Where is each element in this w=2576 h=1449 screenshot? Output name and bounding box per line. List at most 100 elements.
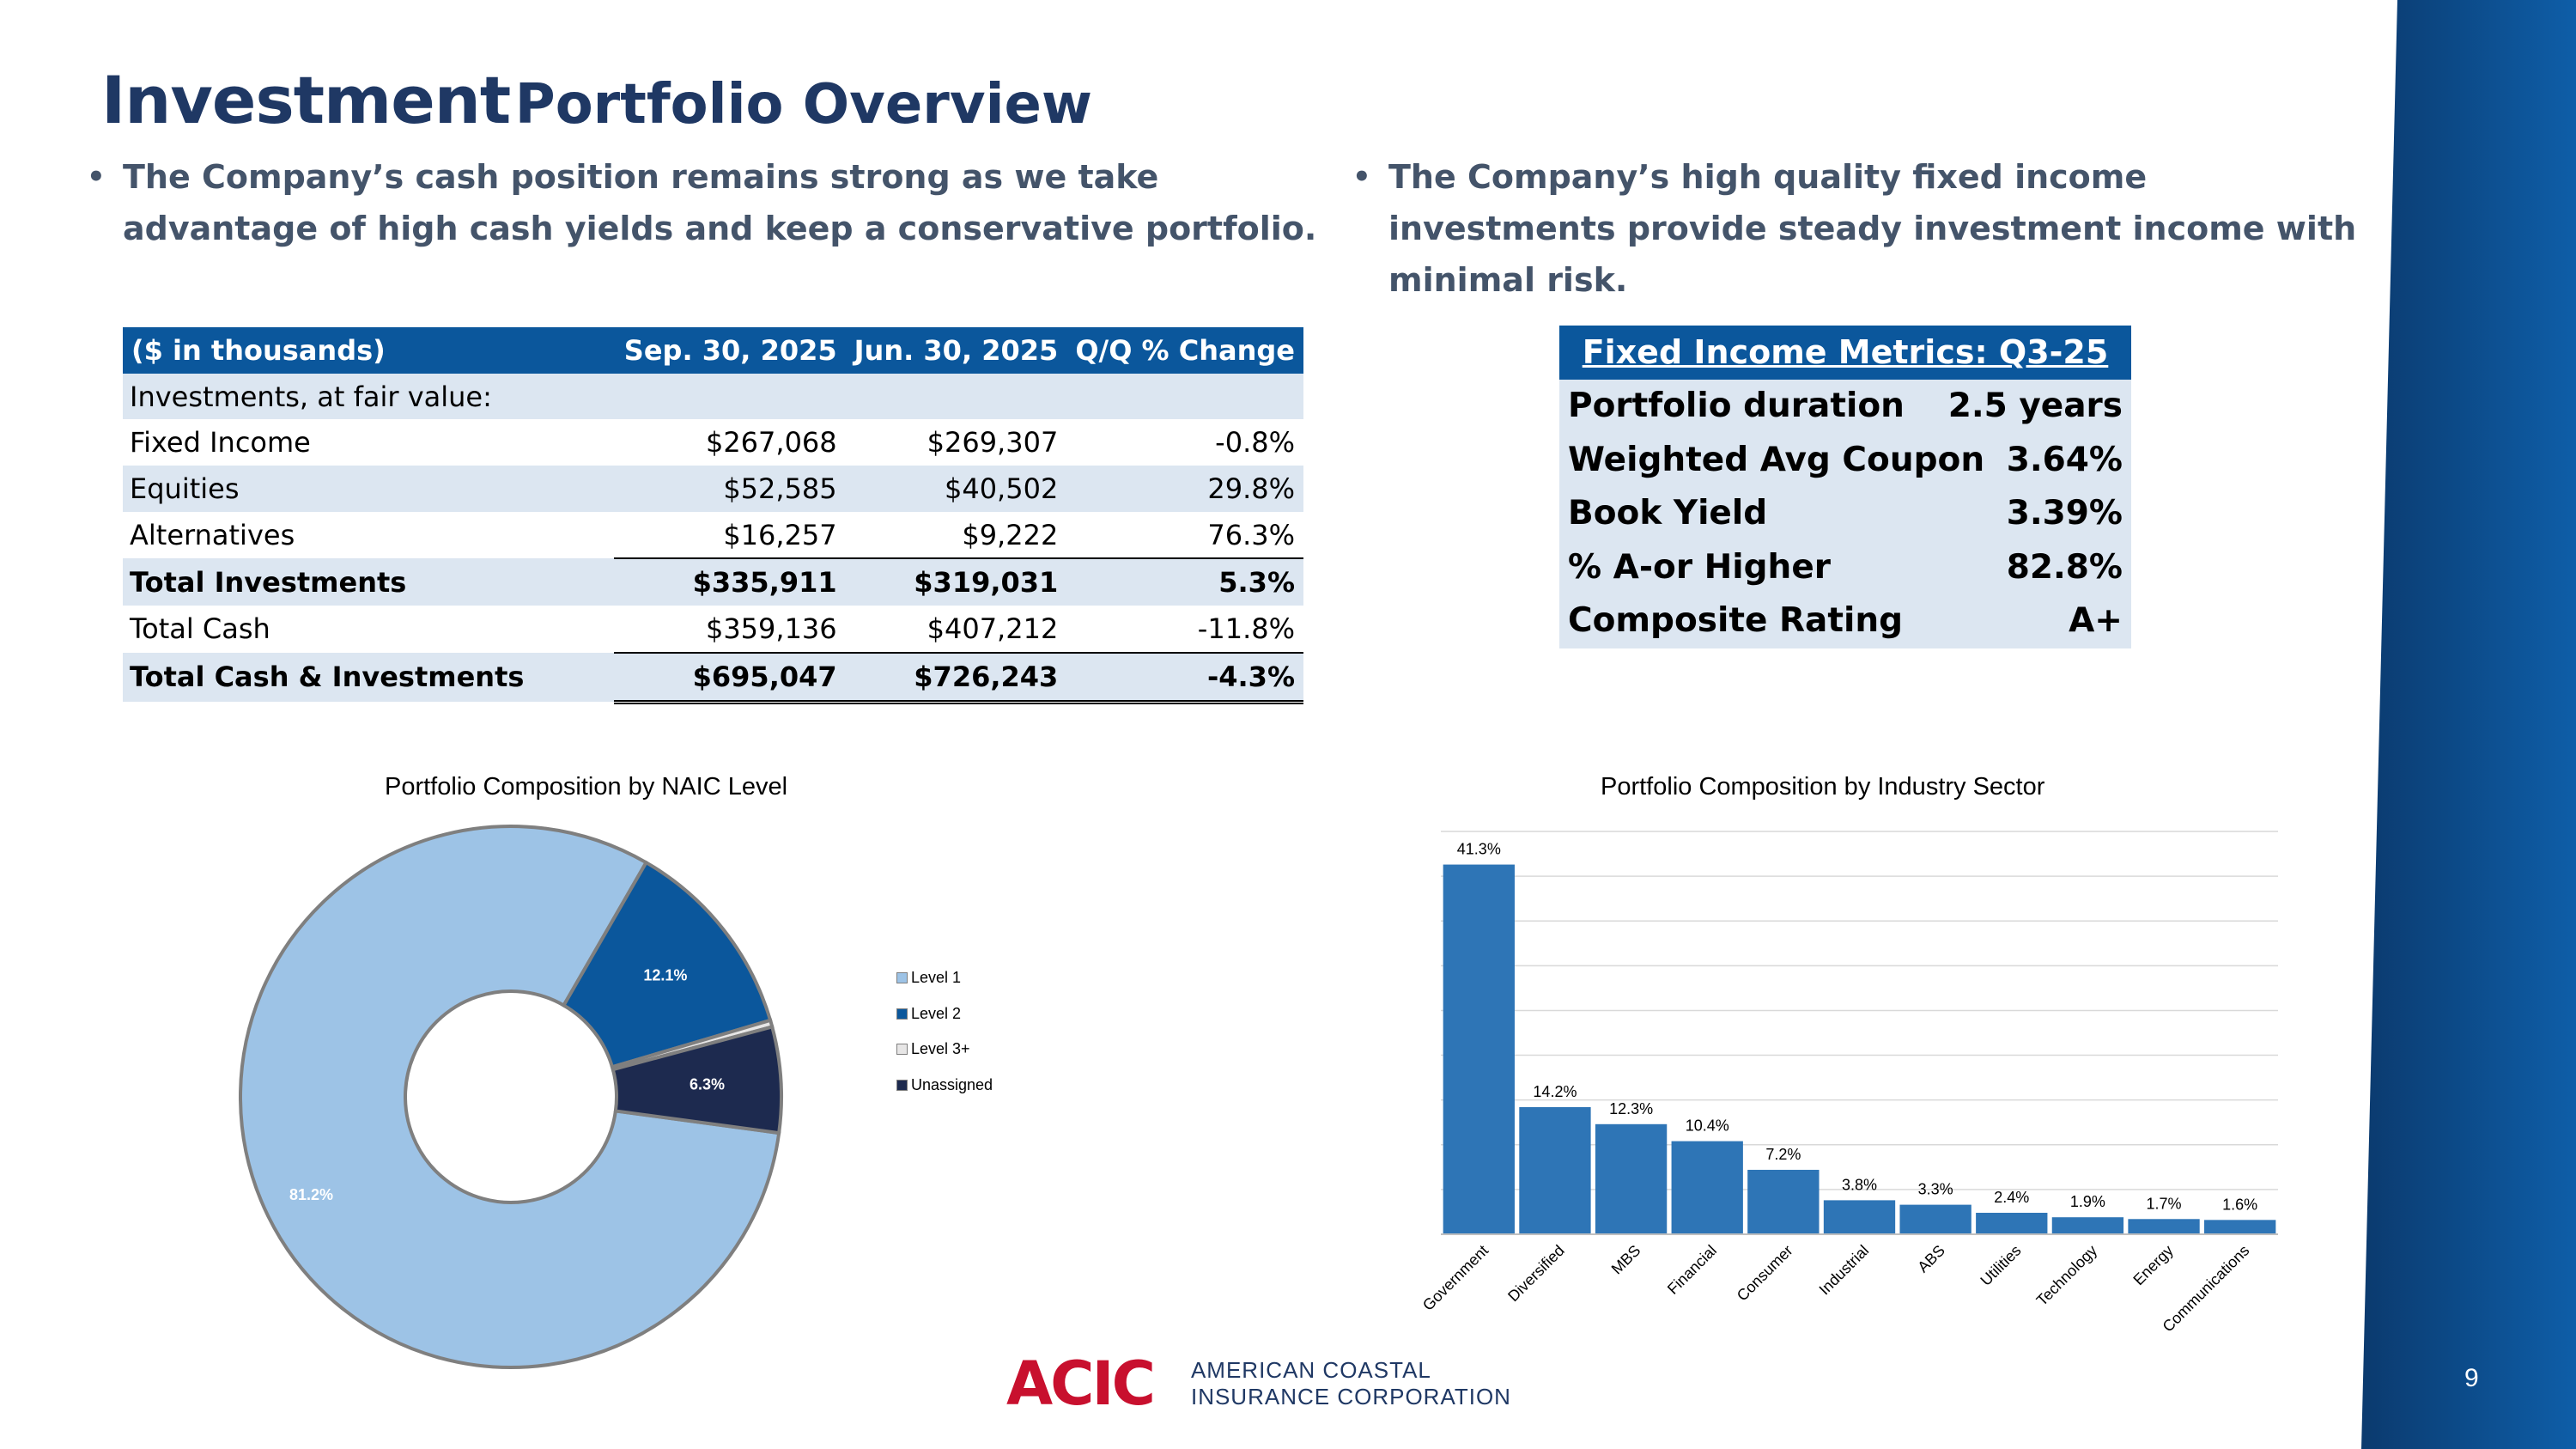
category-label: Technology — [2033, 1242, 2101, 1310]
bar-data-label: 1.7% — [2147, 1195, 2182, 1212]
bar-data-label: 3.3% — [1918, 1181, 1953, 1198]
donut-data-label: 12.1% — [643, 966, 687, 983]
legend-swatch — [896, 1044, 908, 1056]
bar — [1899, 1204, 1971, 1234]
category-label: ABS — [1914, 1242, 1948, 1276]
bullet-dot: • — [1352, 160, 1371, 194]
naic-chart-title: Portfolio Composition by NAIC Level — [385, 773, 788, 801]
bar — [1595, 1123, 1668, 1234]
table-header: Jun. 30, 2025 — [845, 327, 1067, 374]
row-label: Alternatives — [130, 519, 295, 552]
bar-data-label: 14.2% — [1533, 1083, 1577, 1100]
bullet-text: The Company’s cash position remains stro… — [123, 158, 1317, 247]
legend-swatch — [896, 1008, 908, 1020]
table-row: Total Cash $359,136 $407,212 -11.8% — [123, 606, 1303, 653]
donut-data-label: 81.2% — [289, 1186, 333, 1203]
cell-sep: $335,911 — [613, 557, 846, 606]
title-rest: Portfolio Overview — [514, 73, 1093, 137]
bar-data-label: 3.8% — [1842, 1176, 1877, 1193]
legend-swatch — [896, 1079, 908, 1091]
legend-swatch — [896, 972, 908, 984]
bullet-fixed-income: • The Company’s high quality fixed incom… — [1352, 151, 2376, 306]
category-label: Industrial — [1816, 1242, 1873, 1299]
legend-item: Unassigned — [896, 1068, 993, 1104]
bar — [1671, 1141, 1743, 1234]
cell-change: -4.3% — [1066, 651, 1303, 704]
bullet-text: The Company’s high quality fixed income … — [1388, 158, 2357, 299]
sector-chart-title: Portfolio Composition by Industry Sector — [1601, 773, 2045, 801]
naic-chart-legend: Level 1 Level 2 Level 3+ Unassigned — [896, 960, 993, 1103]
legend-label: Level 2 — [911, 1004, 962, 1022]
logo-mark: ACIC — [1006, 1349, 1156, 1419]
cell-jun: $407,212 — [927, 612, 1059, 645]
row-label: Total Cash — [130, 612, 270, 646]
donut-slice — [561, 860, 773, 1069]
donut-slice — [611, 1025, 783, 1135]
fixed-income-metrics-box: Fixed Income Metrics: Q3-25 Portfolio du… — [1559, 326, 2131, 648]
metric-row: Book Yield 3.39% — [1559, 487, 2131, 541]
page-number: 9 — [2464, 1364, 2479, 1392]
category-label: Financial — [1664, 1242, 1720, 1298]
table-row: Fixed Income $267,068 $269,307 -0.8% — [123, 419, 1303, 466]
metric-label: Weighted Avg Coupon — [1568, 440, 1985, 479]
bar — [1976, 1212, 2048, 1234]
bar-data-label: 41.3% — [1457, 841, 1501, 858]
bar — [1519, 1107, 1591, 1234]
bar — [2128, 1219, 2200, 1234]
category-label: Energy — [2129, 1242, 2176, 1288]
logo-name-line: INSURANCE CORPORATION — [1190, 1384, 1511, 1409]
table-header: Sep. 30, 2025 — [613, 327, 846, 374]
sector-bar-chart: 41.3% Government 14.2% Diversified 12.3% MBS 1… — [1419, 831, 2278, 1336]
table-section-label: Investments, at fair value: — [123, 373, 1303, 420]
legend-item: Level 1 — [896, 960, 993, 996]
bar — [1443, 864, 1515, 1234]
metric-value: 82.8% — [2006, 547, 2123, 587]
metrics-title: Fixed Income Metrics: Q3-25 — [1559, 326, 2131, 380]
cell-sep: $267,068 — [705, 426, 837, 460]
cell-sep: $52,585 — [613, 466, 846, 512]
bar-data-label: 1.6% — [2222, 1196, 2257, 1213]
cell-jun: $40,502 — [845, 466, 1067, 512]
metric-row: % A-or Higher 82.8% — [1559, 541, 2131, 595]
metric-value: A+ — [2069, 601, 2123, 641]
bar-data-label: 10.4% — [1686, 1117, 1729, 1135]
investments-table: ($ in thousands) Sep. 30, 2025 Jun. 30, … — [123, 327, 1303, 704]
category-label: Utilities — [1977, 1242, 2024, 1289]
bar-data-label: 1.9% — [2070, 1193, 2105, 1210]
bullet-dot: • — [87, 160, 106, 194]
cell-jun: $9,222 — [962, 518, 1059, 551]
row-label: Total Investments — [123, 558, 614, 606]
legend-label: Level 1 — [911, 969, 962, 987]
metric-label: Book Yield — [1568, 494, 1768, 533]
cell-sep: $359,136 — [705, 612, 837, 645]
cell-sep: $695,047 — [613, 651, 846, 704]
legend-label: Level 3+ — [911, 1040, 970, 1058]
metric-label: Portfolio duration — [1568, 387, 1905, 425]
bar — [2051, 1217, 2124, 1234]
bar-data-label: 7.2% — [1765, 1146, 1801, 1163]
bar-data-label: 2.4% — [1994, 1189, 2029, 1206]
table-row-grand-total: Total Cash & Investments $695,047 $726,2… — [123, 651, 1303, 704]
table-row-total: Total Investments $335,911 $319,031 5.3% — [123, 557, 1303, 606]
table-section-row: Investments, at fair value: — [123, 373, 1303, 420]
bar — [2204, 1220, 2276, 1234]
cell-jun: $269,307 — [927, 426, 1059, 460]
cell-sep: $16,257 — [723, 518, 837, 551]
metric-label: % A-or Higher — [1568, 547, 1832, 587]
table-row: Equities $52,585 $40,502 29.8% — [123, 466, 1303, 512]
row-label: Fixed Income — [130, 426, 311, 460]
logo-name: AMERICAN COASTAL INSURANCE CORPORATION — [1191, 1357, 1511, 1410]
bar — [1823, 1200, 1896, 1234]
cell-change: -0.8% — [1215, 426, 1295, 460]
cell-jun: $319,031 — [845, 557, 1067, 606]
logo-name-line: AMERICAN COASTAL — [1190, 1357, 1431, 1383]
side-decorative-band — [2361, 0, 2576, 1449]
company-logo: ACIC AMERICAN COASTAL INSURANCE CORPORAT… — [1006, 1349, 1511, 1419]
row-label: Equities — [123, 466, 614, 512]
metric-label: Composite Rating — [1568, 601, 1904, 641]
bar — [1747, 1169, 1820, 1234]
cell-change: -11.8% — [1197, 612, 1295, 645]
title-emphasis: Investment — [101, 62, 511, 138]
cell-change: 29.8% — [1066, 466, 1303, 512]
table-header: Q/Q % Change — [1066, 327, 1303, 374]
